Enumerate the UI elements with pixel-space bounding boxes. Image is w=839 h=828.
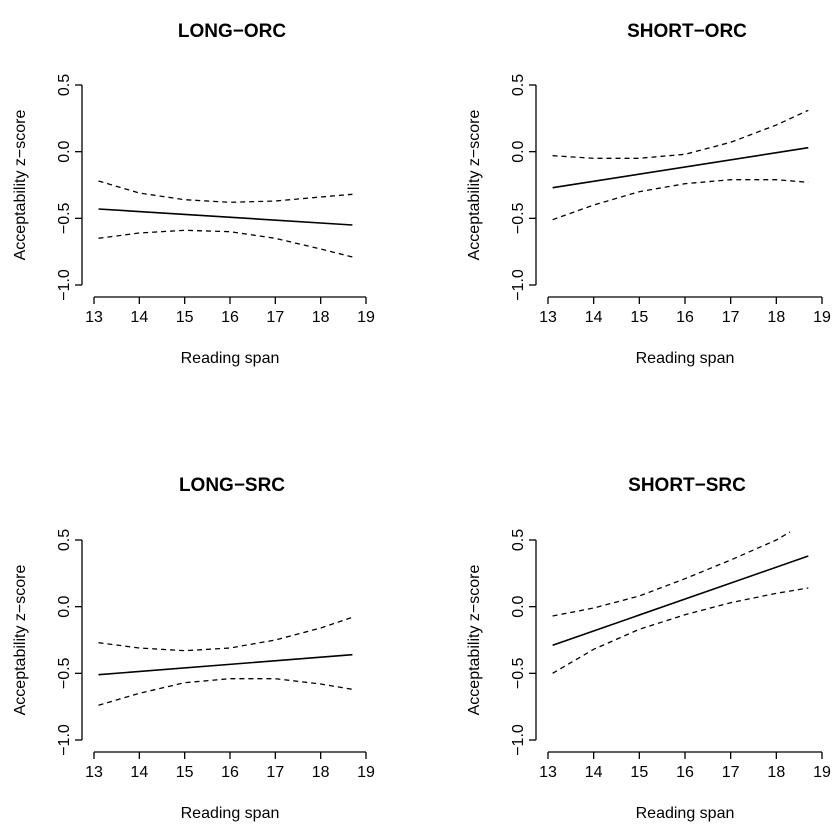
x-tick-label: 14 (130, 764, 148, 781)
x-axis-label: Reading span (181, 805, 280, 822)
panel-1: LONG−ORC 13 14 15 16 17 18 19 Reading span −1.0 −0… (12, 21, 375, 367)
panel-title: SHORT−ORC (627, 21, 747, 42)
x-tick-label: 18 (312, 309, 330, 326)
fit-line (552, 146, 809, 189)
y-axis-label: Acceptability z−score (12, 565, 29, 716)
x-tick-label: 17 (722, 764, 740, 781)
x-tick-label: 16 (676, 764, 694, 781)
x-tick-label: 13 (539, 309, 557, 326)
x-tick-label: 15 (630, 309, 648, 326)
y-tick-label: −0.5 (510, 657, 527, 689)
x-tick-label: 17 (266, 309, 284, 326)
panel-title: SHORT−SRC (628, 475, 746, 496)
panel-title: LONG−SRC (179, 475, 285, 496)
panel-2: SHORT−ORC 13 14 15 16 17 18 19 Reading span −1.0 −… (466, 21, 831, 367)
x-tick-label: 17 (722, 309, 740, 326)
x-tick-label: 19 (357, 309, 375, 326)
panel-title: LONG−ORC (178, 21, 286, 42)
x-tick-label: 14 (585, 764, 603, 781)
x-tick-label: 13 (85, 309, 103, 326)
x-tick-label: 16 (221, 309, 239, 326)
y-tick-label: −0.5 (56, 202, 73, 234)
y-tick-label: 0.0 (56, 595, 73, 617)
fit-line (552, 555, 809, 647)
lower-ci-line (98, 229, 353, 258)
upper-ci-line (98, 616, 353, 652)
lower-ci-line (552, 179, 809, 221)
lower-ci-line (98, 678, 353, 706)
x-tick-label: 16 (221, 764, 239, 781)
x-axis-label: Reading span (636, 805, 735, 822)
y-tick-label: −0.5 (510, 202, 527, 234)
y-tick-label: 0.5 (510, 74, 527, 96)
x-tick-label: 13 (539, 764, 557, 781)
panel-3: LONG−SRC 13 14 15 16 17 18 19 Reading span −1.0 −0… (12, 475, 375, 822)
lower-ci-line (552, 587, 809, 674)
y-tick-label: −1.0 (56, 724, 73, 756)
x-tick-label: 19 (813, 309, 831, 326)
x-tick-label: 18 (767, 764, 785, 781)
panel-4: SHORT−SRC 13 14 15 16 17 18 19 Reading span −1.0 −… (466, 475, 831, 822)
y-axis-label: Acceptability z−score (466, 565, 483, 716)
x-tick-label: 18 (312, 764, 330, 781)
x-tick-label: 16 (676, 309, 694, 326)
x-tick-label: 13 (85, 764, 103, 781)
upper-ci-line (552, 531, 791, 617)
y-axis-label: Acceptability z−score (466, 110, 483, 261)
y-axis-label: Acceptability z−score (12, 110, 29, 261)
x-tick-label: 15 (630, 764, 648, 781)
y-tick-label: 0.0 (510, 595, 527, 617)
fit-line (98, 208, 353, 226)
x-tick-label: 19 (813, 764, 831, 781)
x-tick-label: 19 (357, 764, 375, 781)
y-tick-label: −0.5 (56, 657, 73, 689)
x-axis-label: Reading span (181, 350, 280, 367)
y-tick-label: −1.0 (510, 269, 527, 301)
x-tick-label: 14 (585, 309, 603, 326)
x-axis-label: Reading span (636, 350, 735, 367)
y-tick-label: 0.5 (56, 74, 73, 96)
x-tick-label: 14 (130, 309, 148, 326)
x-tick-label: 17 (266, 764, 284, 781)
y-tick-label: 0.5 (510, 529, 527, 551)
x-tick-label: 18 (767, 309, 785, 326)
y-tick-label: 0.0 (510, 140, 527, 162)
y-tick-label: −1.0 (510, 724, 527, 756)
x-tick-label: 15 (176, 309, 194, 326)
upper-ci-line (98, 180, 353, 203)
fit-line (98, 653, 353, 676)
y-tick-label: 0.0 (56, 140, 73, 162)
x-tick-label: 15 (176, 764, 194, 781)
upper-ci-line (552, 109, 809, 159)
y-tick-label: −1.0 (56, 269, 73, 301)
y-tick-label: 0.5 (56, 529, 73, 551)
